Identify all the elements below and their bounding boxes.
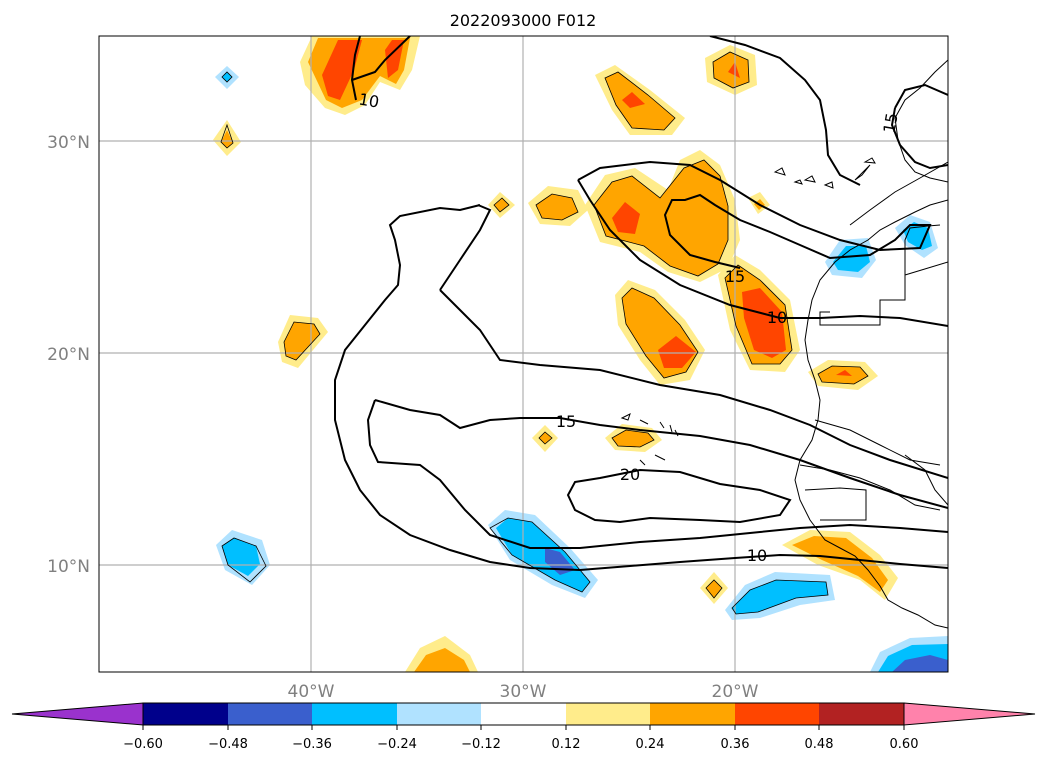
warm-anomaly [728,62,740,78]
contour-upper-15 [577,160,932,269]
map-frame [98,35,949,673]
contour-10-mid [439,289,948,479]
colorbar-segment [143,703,228,725]
colorbar-extend-right [903,702,1036,726]
gridlines [99,36,948,672]
warm-anomaly [612,202,640,234]
anomaly-contours [220,51,869,615]
warm-anomaly [658,336,696,368]
warm-anomaly [612,430,654,447]
colorbar-segment [566,703,650,725]
lon-label-20w: 20°W [712,682,759,702]
contour-top-right-15 [709,36,948,186]
colorbar-tick-label: −0.36 [292,737,332,752]
contour-labels: 10 15 10 15 20 10 15 [357,89,901,565]
colorbar-tick-label: 0.36 [721,737,750,752]
colorbar-extend-left [11,702,144,726]
colorbar-segment [650,703,735,725]
coastlines [620,59,948,629]
contour-upper-10 [577,179,948,327]
colorbar-frame [142,702,905,726]
figure-title: 2022093000 F012 [450,11,597,30]
colorbar-tick-label: −0.12 [461,737,501,752]
contour-15-center [374,399,948,509]
colorbar-tick-label: −0.60 [123,737,163,752]
iberia-coastline [894,59,948,183]
lon-label-40w: 40°W [288,682,335,702]
contour-20 [566,468,792,524]
lat-label-10n: 10°N [47,557,90,577]
colorbar-tick-label: −0.48 [208,737,248,752]
contour-label: 15 [879,111,901,134]
lon-label-30w: 30°W [500,682,547,702]
lat-label-30n: 30°N [47,133,90,153]
colorbar-tick-label: 0.12 [552,737,581,752]
colorbar-segment [228,703,312,725]
cold-anomaly [892,655,948,672]
map-area: 10 15 10 15 20 10 15 [99,36,948,672]
lat-label-20n: 20°N [47,345,90,365]
thick-contours [334,36,948,572]
colorbar-segment [481,703,566,725]
colorbar-segment [397,703,481,725]
colorbar-segment [735,703,819,725]
colorbar: −0.60 −0.48 −0.36 −0.24 −0.12 0.12 0.24 … [11,702,1036,752]
warm-anomaly [221,130,233,148]
contour-top-10 [350,36,411,101]
warm-anomaly [622,92,645,108]
warm-anomaly [414,648,470,672]
contour-label: 15 [725,267,745,286]
warm-anomaly [742,288,786,358]
contour-label: 10 [767,308,787,327]
warm-anomaly [836,370,852,376]
contour-10-inner [439,204,492,291]
warm-anomaly [792,536,888,592]
cold-anomaly [732,580,828,614]
warm-anomaly [594,160,728,276]
colorbar-tick-label: −0.24 [377,737,417,752]
country-borders [799,161,948,521]
contour-10-left [334,204,948,572]
contour-label: 10 [357,89,380,111]
cold-anomaly [496,518,590,592]
colorbar-segment [312,703,397,725]
colorbar-ticks [142,725,905,730]
longitude-labels: 40°W 30°W 20°W [288,682,759,702]
colorbar-tick-label: 0.60 [890,737,919,752]
islands [620,157,876,466]
colorbar-tick-label: 0.24 [636,737,665,752]
latitude-labels: 30°N 20°N 10°N [47,133,90,577]
cold-anomaly [903,222,932,250]
warm-anomaly [536,194,578,220]
contour-label: 20 [620,465,640,484]
contour-label: 15 [556,412,576,431]
cold-anomaly [833,246,870,272]
cold-anomaly [222,538,260,576]
warm-anomaly [385,40,404,78]
colorbar-segment [819,703,904,725]
contour-15-lower [366,399,948,549]
contour-label: 10 [747,546,767,565]
africa-coastline [794,199,948,629]
colorbar-tick-label: 0.48 [805,737,834,752]
shaded-anomalies [213,36,948,672]
warm-anomaly [322,40,362,100]
